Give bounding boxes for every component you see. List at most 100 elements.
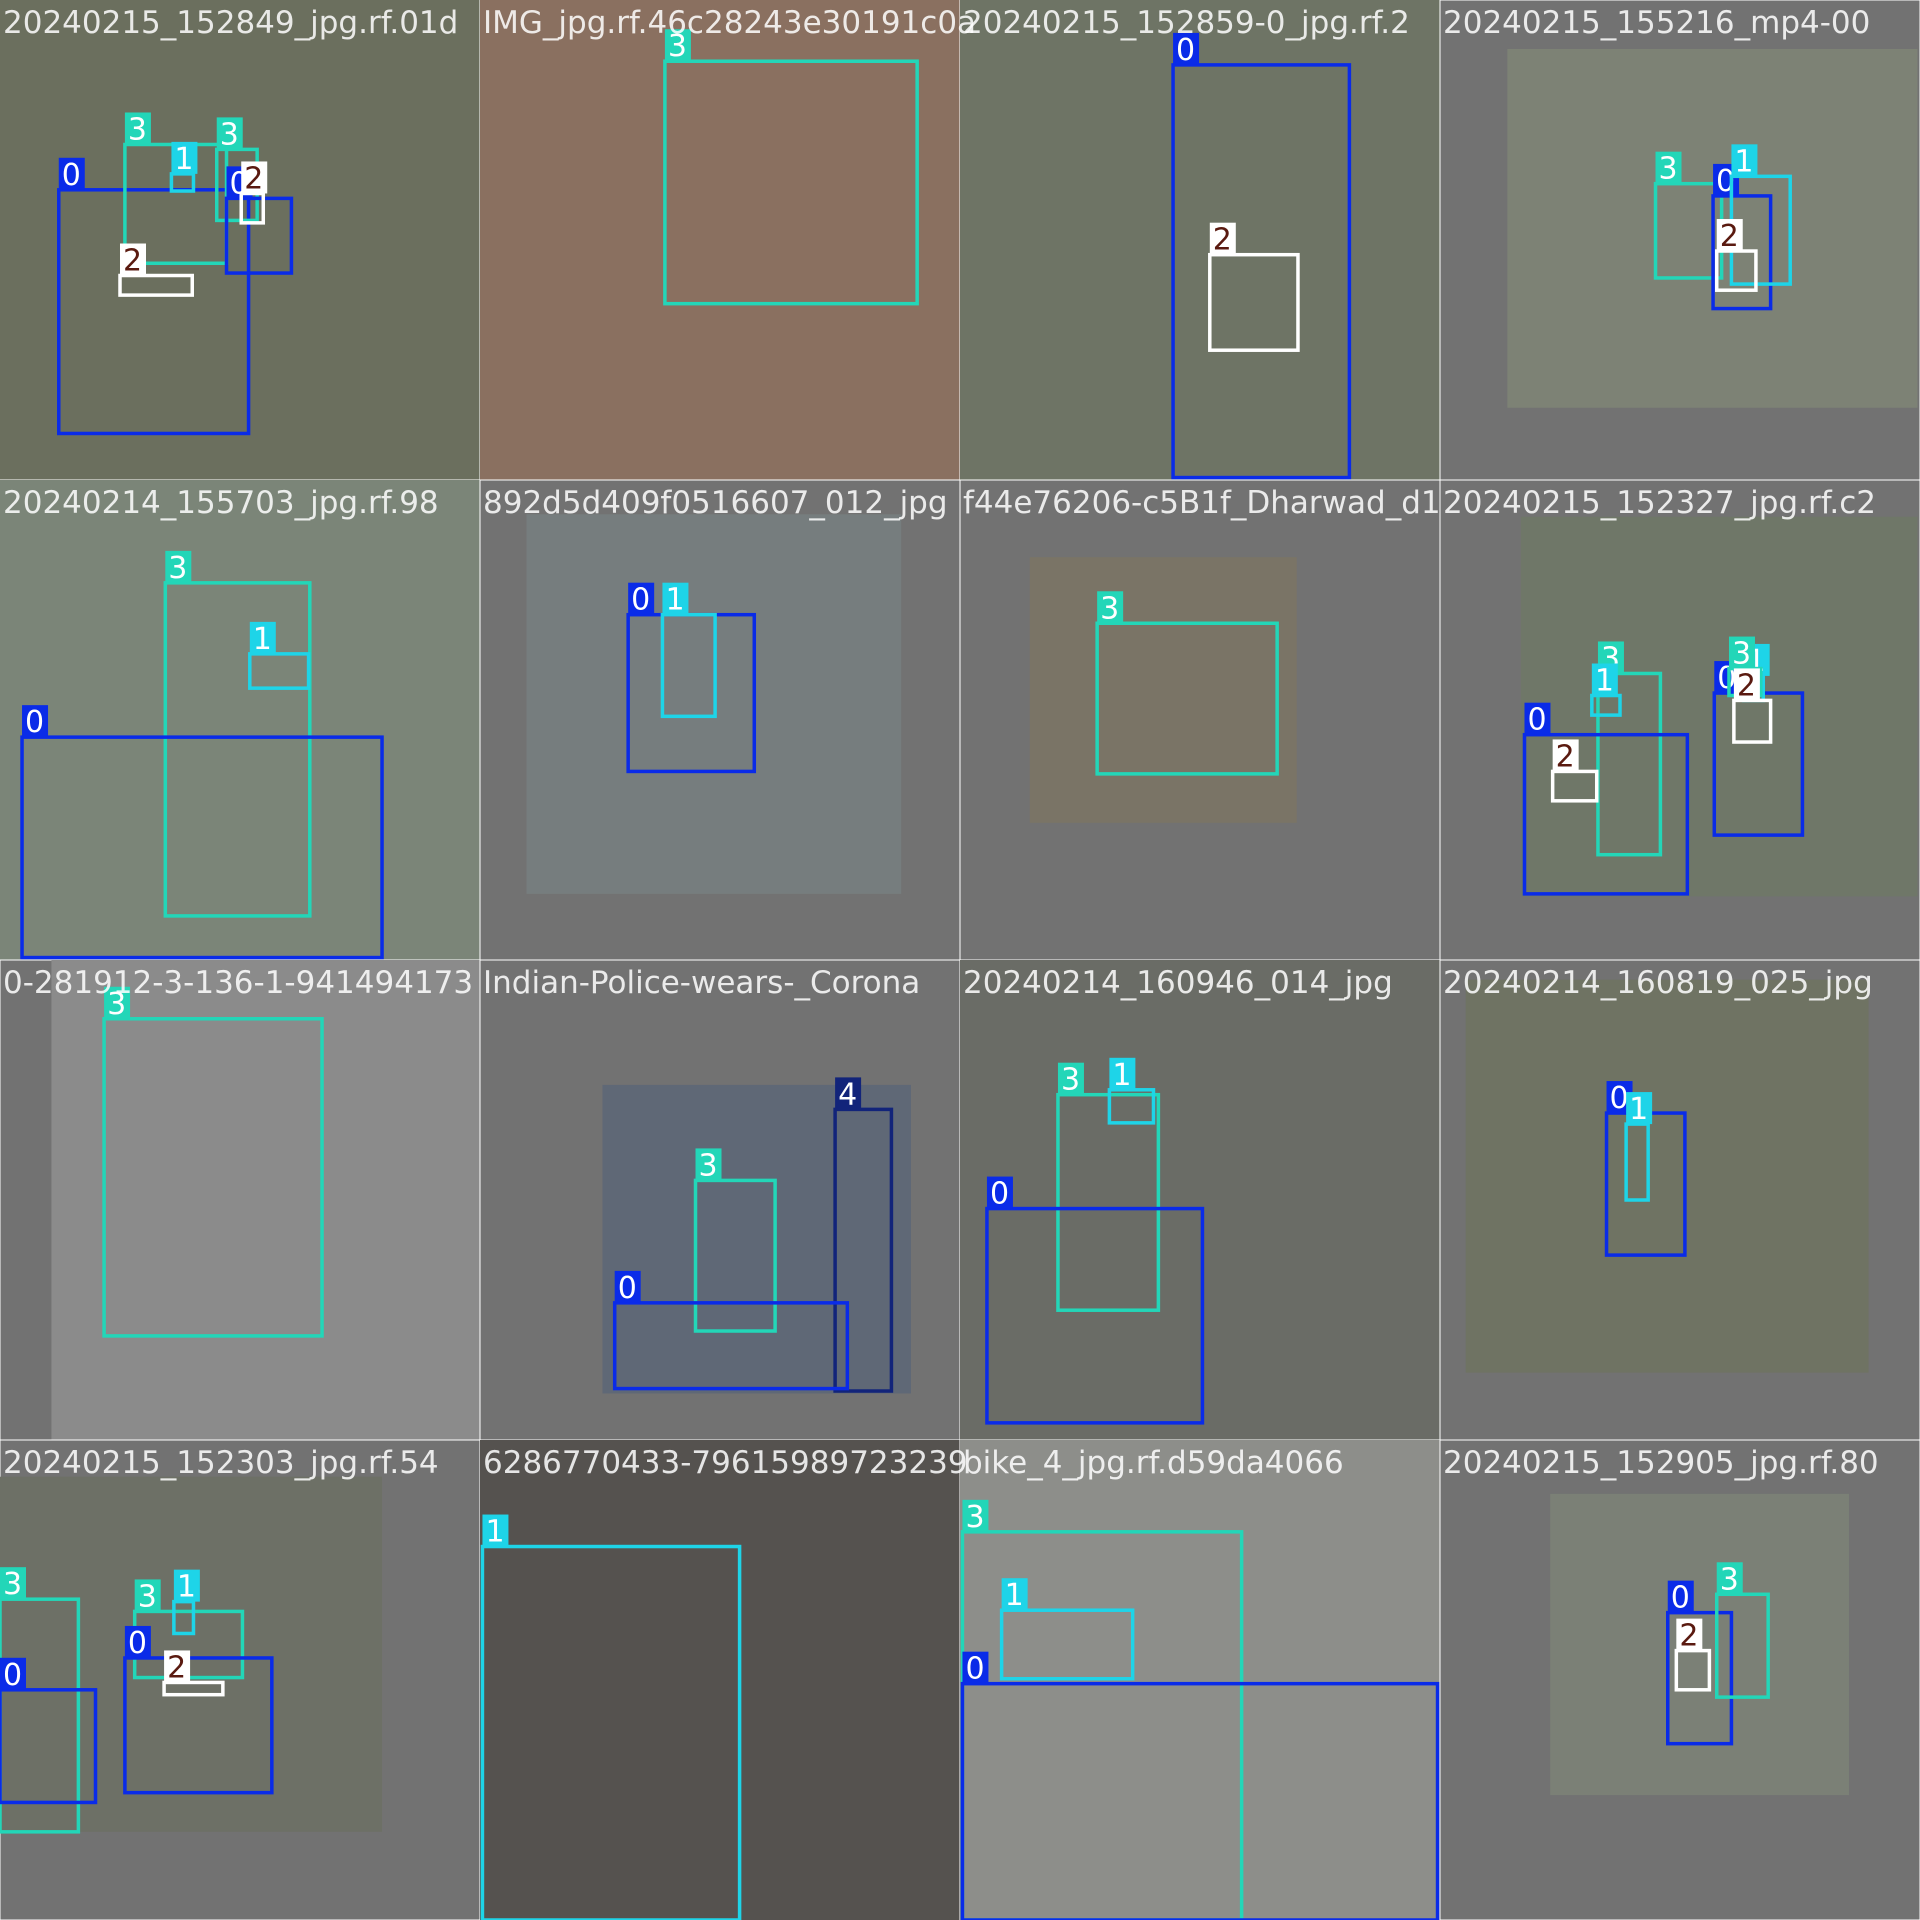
class-label: 1 [177,1570,196,1605]
label-background [22,705,49,738]
class-label: 1 [1734,144,1753,179]
label-background [1552,739,1579,772]
label-background [1716,1562,1743,1595]
class-label: 3 [3,1567,22,1602]
bounding-box [663,59,919,306]
label-background [1731,144,1758,177]
class-label: 1 [174,142,193,177]
label-background [164,1650,191,1683]
filename: 20240215_152849_jpg.rf.01d [3,5,458,41]
label-background [986,1176,1013,1209]
bounding-box [102,1017,324,1338]
bounding-box [1522,732,1690,896]
label-background [124,1625,151,1658]
label-background [1001,1578,1028,1611]
bounding-box [612,1301,850,1391]
label-background [1057,1062,1084,1095]
photo [1029,557,1297,823]
class-label: 0 [1671,1581,1690,1616]
bounding-box [0,1597,81,1834]
label-background [1209,222,1236,255]
photo [1520,516,1918,897]
photo [960,0,1440,480]
tile: 3 [959,479,1441,961]
tile: 310 [0,479,481,961]
filename: 6286770433-79615989723239 [483,1445,968,1481]
label-background [0,1567,26,1600]
class-label: 3 [1720,1562,1739,1597]
label-background [1097,591,1124,624]
class-label: 0 [1176,33,1195,68]
label-background [1733,668,1760,701]
tile: 303 102 [0,1439,481,1920]
class-label: 3 [965,1500,984,1535]
bounding-box [1208,252,1300,352]
bounding-box [693,1178,777,1333]
bounding-box [162,1680,225,1697]
class-label: 0 [62,158,81,193]
label-background [120,243,146,276]
class-label: 2 [167,1650,186,1685]
label-background [1728,636,1755,669]
label-background [171,141,198,174]
bounding-box [1596,671,1663,857]
photo [602,1084,912,1394]
bounding-box [985,1206,1205,1425]
label-background [124,112,151,145]
filename: 20240214_160946_014_jpg [963,965,1393,1001]
label-background [1716,219,1743,252]
class-label: 3 [1100,591,1119,626]
tile: 3 012 [1439,0,1920,481]
filename: Indian-Police-wears-_Corona [483,965,920,1001]
label-background [1667,1580,1694,1613]
class-label: 3 [138,1579,157,1614]
class-label: 3 [1732,637,1751,672]
class-label: 0 [1527,703,1546,738]
bounding-box [480,1544,742,1920]
label-background [134,1579,161,1612]
class-label: 0 [3,1658,22,1693]
class-label: 0 [128,1626,147,1661]
photo [480,1440,960,1920]
tile: 3 [479,0,961,481]
class-label: 1 [1595,664,1614,699]
bounding-box [960,1681,1440,1920]
class-label: 1 [1629,1092,1648,1127]
class-label: 2 [1679,1619,1698,1654]
filename: 20240215_152327_jpg.rf.c2 [1443,485,1876,521]
label-background [0,1657,26,1690]
filename: 20240215_155216_mp4-00 [1443,5,1870,41]
tile: 310 [959,1439,1441,1920]
label-background [835,1077,862,1110]
label-background [1173,32,1200,65]
tile: 3 4 0 [479,959,961,1441]
photo [0,1476,383,1832]
label-background [962,1499,989,1532]
bounding-box [660,612,717,719]
bounding-box [999,1608,1135,1681]
label-background [1676,1618,1703,1651]
tile: 02 [959,0,1441,481]
label-background [1591,663,1618,696]
class-label: 0 [965,1652,984,1687]
class-label: 0 [990,1177,1009,1212]
class-label: 0 [25,705,44,740]
class-label: 3 [1659,152,1678,187]
filename: bike_4_jpg.rf.d59da4066 [963,1445,1344,1481]
class-label: 2 [1556,739,1575,774]
label-background [662,582,689,615]
class-label: 1 [485,1515,504,1550]
bounding-box [118,273,194,297]
filename: 20240214_160819_025_jpg [1443,965,1873,1001]
bounding-box [1666,1610,1734,1746]
label-background [58,157,85,190]
label-background [1109,1057,1136,1090]
label-background [165,550,192,583]
class-label: 4 [838,1077,857,1112]
photo [0,0,480,480]
filename: 20240215_152905_jpg.rf.80 [1443,1445,1879,1481]
bounding-box [224,196,294,275]
